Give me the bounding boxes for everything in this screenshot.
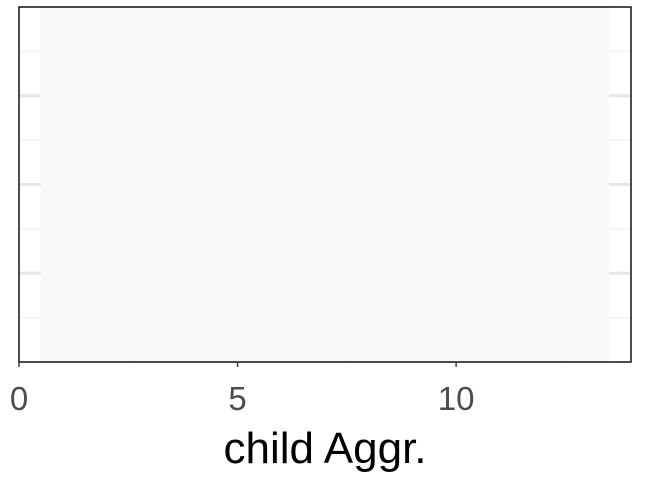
- bar: [303, 7, 347, 362]
- x-tick-label: 0: [10, 380, 28, 417]
- x-axis-title: child Aggr.: [223, 424, 426, 473]
- x-tick-label: 5: [228, 380, 246, 417]
- bar: [434, 7, 478, 362]
- panel-border: [18, 6, 632, 363]
- bar: [40, 7, 85, 362]
- bar: [478, 7, 522, 362]
- x-axis: 0 5 10: [10, 362, 475, 417]
- bar: [215, 7, 260, 362]
- x-tick-label: 10: [438, 380, 475, 417]
- bar: [259, 7, 304, 362]
- bar: [128, 7, 172, 362]
- bar: [565, 7, 610, 362]
- bar: [521, 7, 566, 362]
- bar: [346, 7, 391, 362]
- bar: [390, 7, 435, 362]
- bar: [172, 7, 216, 362]
- bar: [84, 7, 129, 362]
- bars: [40, 7, 610, 362]
